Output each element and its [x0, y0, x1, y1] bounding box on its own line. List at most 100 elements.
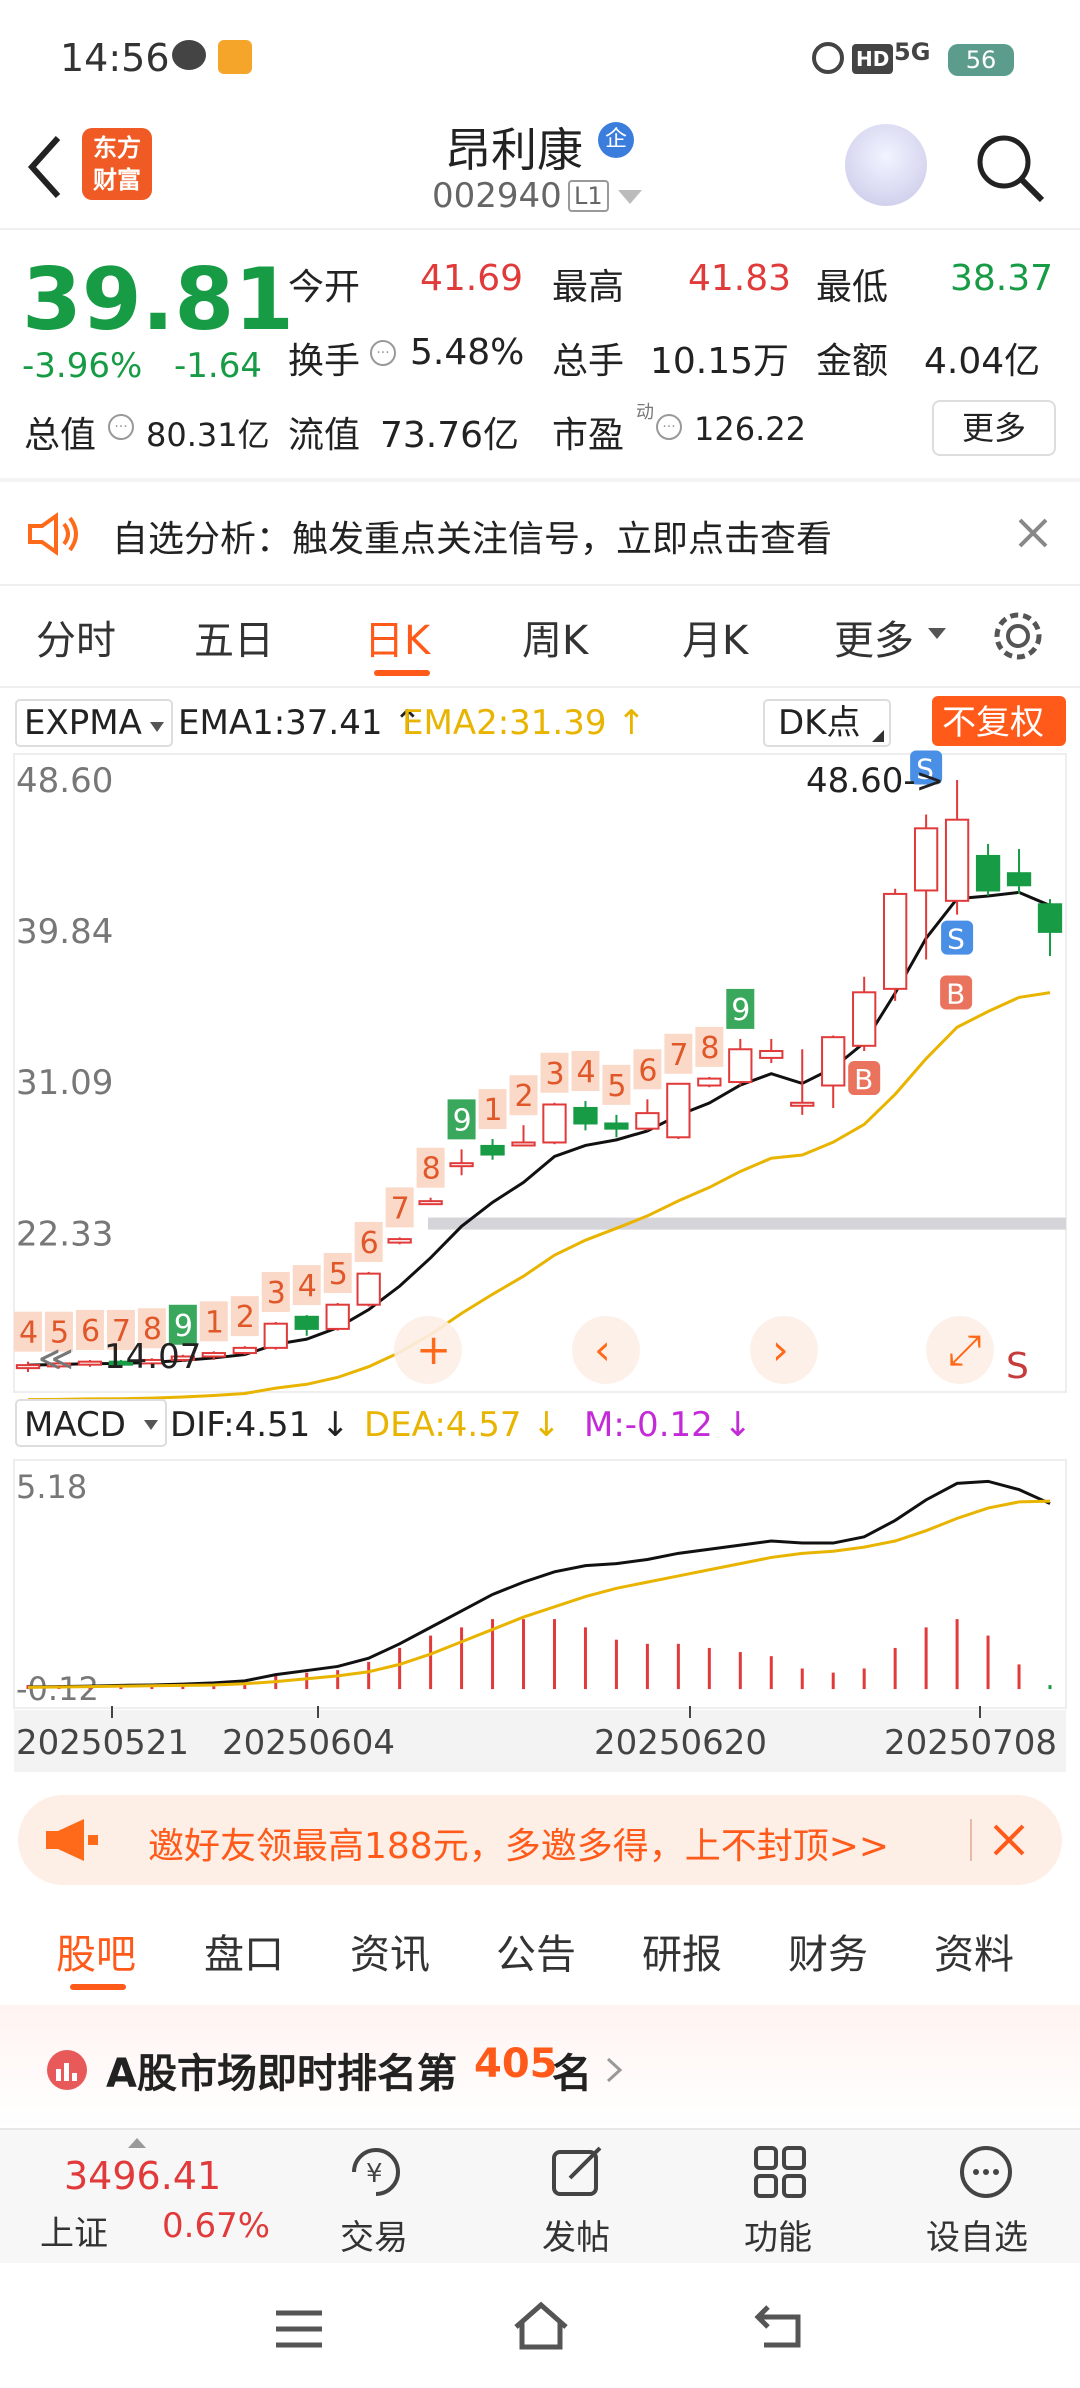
post-button[interactable]: 发帖: [522, 2130, 632, 2265]
signal-marker-label: S: [947, 923, 965, 956]
tab-guba[interactable]: 股吧: [56, 1932, 136, 1978]
macd-top-label: 5.18: [16, 1468, 87, 1506]
no-adjust-button: [932, 696, 1066, 746]
candle-body: [913, 827, 939, 892]
index-change-pct: 0.67%: [162, 2206, 271, 2246]
info-icon[interactable]: ···: [656, 414, 682, 440]
chevron-left-icon: [572, 1316, 640, 1384]
trade-button[interactable]: ¥ 交易: [320, 2130, 430, 2265]
td-count-badge: [292, 1265, 321, 1306]
chevron-right-icon-glyph: ›: [772, 1325, 789, 1374]
date-axis: [14, 1710, 1066, 1772]
macd-bottom-label: -0.12: [16, 1670, 99, 1708]
min-price-mark: 14.07: [104, 1337, 201, 1377]
back-icon[interactable]: [24, 132, 64, 202]
robot-assistant-icon[interactable]: [845, 124, 927, 206]
last-price: 39.81: [22, 250, 295, 350]
stock-name: 昂利康: [445, 123, 583, 177]
candle-body: [573, 1106, 598, 1125]
banner-text: 邀好友领最高188元，多邀多得，上不封顶>>: [148, 1826, 890, 1867]
megaphone-icon: [46, 1819, 98, 1861]
dif-line: [27, 1479, 1051, 1689]
close-icon[interactable]: [992, 1823, 1026, 1857]
tab-weekly-k[interactable]: 周K: [522, 618, 589, 664]
more-button[interactable]: 更多: [932, 400, 1056, 456]
y-tick-label: 39.84: [16, 912, 113, 952]
td-count-label: 7: [391, 1191, 410, 1226]
candle-body: [944, 818, 970, 902]
td-count-label: 5: [50, 1316, 69, 1351]
td-count-badge: [478, 1089, 507, 1130]
tab-profile[interactable]: 资料: [934, 1932, 1014, 1978]
index-ticker[interactable]: 3496.41 上证 0.67%: [0, 2130, 270, 2265]
corner-icon: [872, 730, 884, 742]
candle-body: [449, 1162, 474, 1168]
tab-daily-k[interactable]: 日K: [364, 618, 431, 664]
candle-body: [697, 1077, 722, 1087]
back-nav-icon[interactable]: [754, 2303, 804, 2349]
stock-code: 002940: [432, 176, 562, 216]
kline-chart-area[interactable]: EXPMA EMA1:37.41 ↑ EMA2:31.39 ↑ DK点 不复权 48.60…: [0, 690, 1080, 1775]
candle-body: [325, 1303, 350, 1330]
td-count-badge: [633, 1049, 662, 1090]
signal-notice[interactable]: 自选分析：触发重点关注信号，立即点击查看: [0, 482, 1080, 582]
td-count-badge: [168, 1304, 197, 1345]
tab-5day[interactable]: 五日: [194, 618, 274, 664]
functions-button[interactable]: 功能: [724, 2130, 834, 2265]
notice-text: 自选分析：触发重点关注信号，立即点击查看: [112, 519, 833, 560]
kline-chart[interactable]: EXPMA EMA1:37.41 ↑EMA2:31.39 ↑ DK点 不复权 48.60…: [0, 690, 1080, 1775]
tab-intraday[interactable]: 分时: [36, 618, 116, 664]
date-label: 20250604: [222, 1723, 395, 1763]
add-watchlist-button[interactable]: 设自选: [920, 2130, 1050, 2265]
candle-body: [542, 1103, 567, 1144]
invite-banner[interactable]: 邀好友领最高188元，多邀多得，上不封顶>>: [18, 1795, 1062, 1885]
market-rank[interactable]: A股市场即时排名第 405 名: [0, 2005, 1080, 2130]
post-label: 发帖: [542, 2218, 610, 2258]
turnover-label: 换手: [288, 341, 361, 382]
td-count-badge: [602, 1064, 631, 1105]
td-count-label: 4: [19, 1316, 38, 1351]
candle-body: [728, 1048, 753, 1084]
settings-gear-icon[interactable]: [990, 608, 1046, 664]
logo-line1: 东方: [93, 134, 141, 162]
tab-research[interactable]: 研报: [642, 1932, 722, 1978]
chevron-down-icon[interactable]: [618, 190, 642, 206]
open-value: 41.69: [420, 258, 524, 299]
menu-icon[interactable]: [274, 2309, 324, 2349]
td-count-label: 8: [422, 1152, 441, 1187]
period-tabs: 分时 五日 日K 周K 月K 更多: [0, 586, 1080, 686]
info-icon[interactable]: ···: [370, 340, 396, 366]
rank-prefix: A股市场即时排名第: [106, 2051, 457, 2097]
enterprise-badge: 企: [598, 122, 634, 158]
high-value: 41.83: [688, 258, 792, 299]
change-amount: -1.64: [174, 346, 262, 386]
tab-monthly-k[interactable]: 月K: [682, 618, 749, 664]
functions-label: 功能: [744, 2218, 812, 2258]
hd-icon: HD: [852, 44, 894, 74]
rank-suffix: 名: [552, 2051, 592, 2097]
message-icon: [172, 40, 206, 70]
tab-finance[interactable]: 财务: [788, 1932, 868, 1978]
td-count-label: 9: [731, 993, 750, 1028]
home-icon[interactable]: [512, 2301, 570, 2351]
grid-functions-icon: [754, 2146, 806, 2198]
tab-more[interactable]: 更多: [834, 618, 914, 664]
close-icon[interactable]: [1016, 516, 1050, 550]
tab-pankou[interactable]: 盘口: [204, 1932, 284, 1978]
tab-news[interactable]: 资讯: [350, 1932, 430, 1978]
info-icon[interactable]: ···: [108, 414, 134, 440]
content-tabs: 股吧 盘口 资讯 公告 研报 财务 资料: [0, 1900, 1080, 2000]
candle-body: [666, 1082, 691, 1139]
fullscreen-icon-glyph: ⤢: [948, 1325, 982, 1374]
tab-announcements[interactable]: 公告: [496, 1932, 576, 1978]
td-count-label: 1: [484, 1093, 503, 1128]
app-logo[interactable]: 东方 财富: [82, 128, 152, 200]
candle-body: [852, 991, 877, 1047]
signal-marker: [941, 920, 974, 955]
chevron-left-icon-glyph: ‹: [594, 1325, 611, 1374]
td-count-label: 7: [112, 1314, 131, 1349]
candle-body: [1006, 872, 1032, 887]
candle-body: [294, 1315, 319, 1330]
indicator-name: EXPMA: [24, 703, 142, 743]
search-icon[interactable]: [972, 130, 1048, 206]
